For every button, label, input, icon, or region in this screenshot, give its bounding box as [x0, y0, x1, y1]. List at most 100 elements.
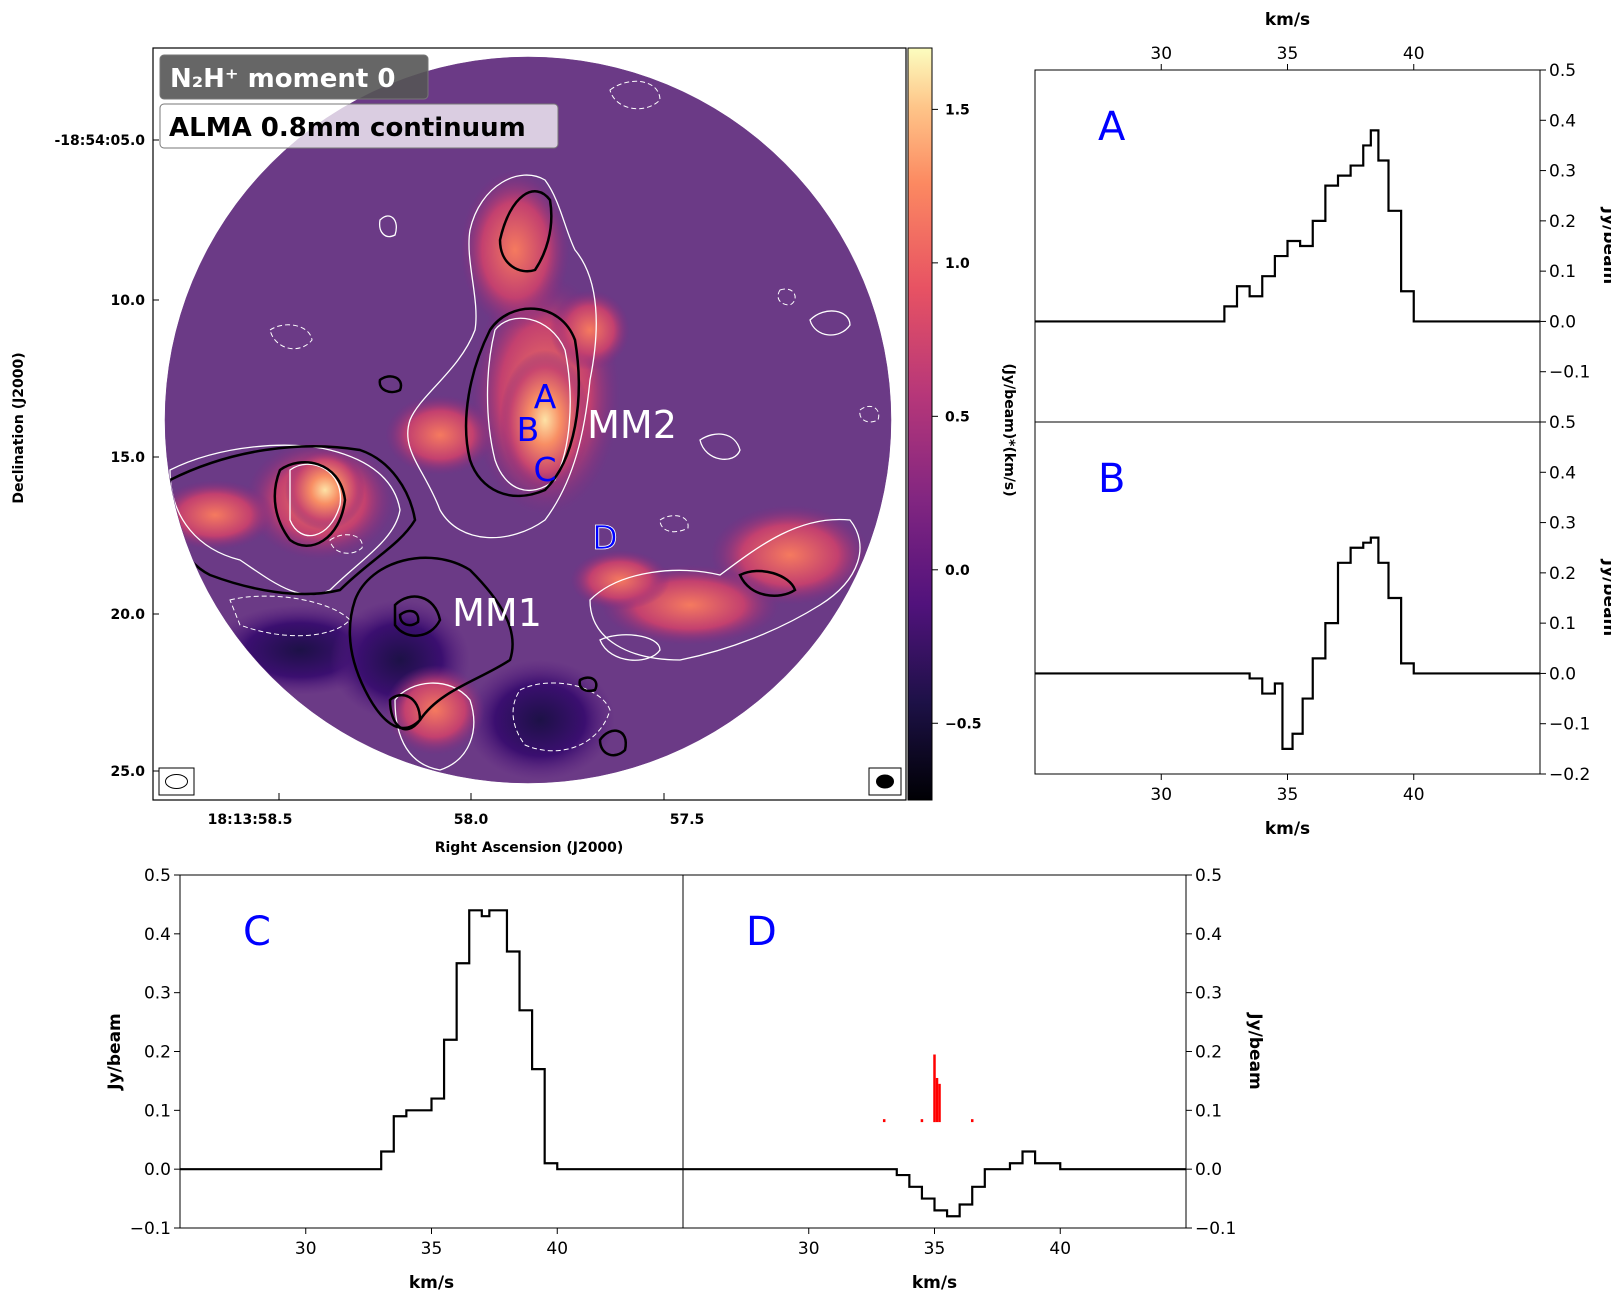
y-tick-label: 0.0: [144, 1160, 171, 1180]
spectrum-line: [1035, 129, 1540, 323]
y-tick-label: 0.1: [144, 1101, 171, 1121]
map-xlabel: Right Ascension (J2000): [435, 840, 624, 856]
y-tick-label: 0.5: [1549, 413, 1576, 433]
x-tick-label: 40: [1049, 1239, 1071, 1259]
colorbar-tick-label: 0.0: [945, 563, 970, 579]
x-axis-label: km/s: [1265, 10, 1310, 30]
y-tick-label: 0.2: [1549, 564, 1576, 584]
spectrum-frame: [1034, 421, 1541, 775]
colorbar-tick-label: 0.5: [945, 409, 970, 425]
moment-badge-text: N₂H⁺ moment 0: [170, 64, 395, 94]
map-ylabel: Declination (J2000): [11, 352, 27, 503]
y-tick-label: 0.3: [1549, 514, 1576, 534]
y-tick-label: 0.1: [1549, 262, 1576, 282]
y-tick-label: −0.1: [1549, 715, 1590, 735]
x-tick-label: 30: [295, 1239, 317, 1259]
n2h-contours-white: [169, 174, 861, 771]
y-tick-label: 0.0: [1549, 312, 1576, 332]
y-tick-label: 0.4: [1549, 111, 1576, 131]
map-image: [165, 57, 891, 783]
x-tick-label: 40: [1403, 785, 1425, 805]
y-tick-label: −0.1: [1549, 363, 1590, 383]
n2h-contours-negative: [229, 80, 880, 752]
spectrum-line: [1035, 536, 1540, 750]
panel-title: B: [1098, 456, 1125, 502]
y-tick-label: −0.2: [1549, 765, 1590, 785]
position-label-d: D: [592, 518, 617, 557]
y-tick-label: 0.1: [1195, 1101, 1222, 1121]
x-tick-label: 35: [421, 1239, 443, 1259]
colorbar-ticks: −0.5 0.0 0.5 1.0 1.5: [932, 102, 982, 732]
y-tick-label: −0.1: [130, 1219, 171, 1239]
x-tick-label: 35: [1277, 785, 1299, 805]
y-tick-label: −0.1: [1195, 1219, 1236, 1239]
x-axis-label: km/s: [912, 1273, 957, 1293]
beam-ellipse-left: [165, 774, 188, 789]
colorbar-tick-label: 1.0: [945, 256, 970, 272]
y-tick-label: 0.0: [1549, 664, 1576, 684]
ra-tick-label: 58.0: [454, 812, 489, 828]
spectrum-panel-b: −0.2 −0.1 0.0 0.1 0.2 0.3 0.4 0.5 30 35 40 km/s Jy/b…: [1034, 413, 1611, 839]
ra-tick-label: 18:13:58.5: [208, 812, 293, 828]
source-label-mm1: MM1: [452, 591, 542, 635]
continuum-badge: ALMA 0.8mm continuum: [159, 103, 559, 149]
x-tick-label: 40: [1403, 44, 1425, 64]
spectrum-panel-d: −0.1 0.0 0.1 0.2 0.3 0.4 0.5 30 35 40 km/s Jy/beam D: [682, 866, 1265, 1293]
y-tick-label: 0.0: [1195, 1160, 1222, 1180]
y-tick-label: 0.1: [1549, 614, 1576, 634]
dec-tick-label: 10.0: [110, 293, 145, 309]
moment-map-panel: N₂H⁺ moment 0 ALMA 0.8mm continuum MM1 M…: [11, 47, 907, 856]
dec-tick-label: 25.0: [110, 764, 145, 780]
y-tick-label: 0.2: [1549, 212, 1576, 232]
dec-tick-label: 15.0: [110, 450, 145, 466]
spectrum-panel-a: −0.1 0.0 0.1 0.2 0.3 0.4 0.5 30 35 40 km/s Jy/beam A: [1034, 10, 1611, 423]
y-axis-label: Jy/beam: [1599, 207, 1611, 285]
dec-tick-label: 20.0: [110, 607, 145, 623]
map-tick-marks: [153, 139, 665, 800]
continuum-contours-black: [167, 190, 797, 757]
continuum-badge-text: ALMA 0.8mm continuum: [169, 113, 526, 143]
x-axis-label: km/s: [409, 1273, 454, 1293]
source-label-mm2: MM2: [587, 403, 677, 447]
y-tick-label: 0.5: [1549, 61, 1576, 81]
y-tick-label: 0.3: [1549, 162, 1576, 182]
x-axis-label: km/s: [1265, 819, 1310, 839]
spectrum-line: [180, 909, 683, 1171]
spectrum-line: [683, 1150, 1186, 1218]
colorbar-tick-label: 1.5: [945, 102, 970, 118]
colorbar-gradient: [907, 47, 933, 801]
y-axis-label: Jy/beam: [105, 1013, 125, 1091]
y-tick-label: 0.2: [144, 1043, 171, 1063]
y-tick-label: 0.4: [1195, 925, 1222, 945]
y-tick-label: 0.5: [1195, 866, 1222, 886]
dec-tick-label: -18:54:05.0: [54, 133, 145, 149]
x-tick-label: 30: [798, 1239, 820, 1259]
moment-badge: N₂H⁺ moment 0: [159, 54, 429, 100]
y-tick-label: 0.3: [144, 984, 171, 1004]
panel-title: C: [243, 909, 271, 955]
x-tick-label: 30: [1150, 785, 1172, 805]
y-axis-label: Jy/beam: [1599, 559, 1611, 637]
position-label-c: C: [533, 450, 556, 489]
y-axis-label: Jy/beam: [1245, 1012, 1265, 1090]
beam-ellipse-right: [876, 774, 894, 789]
position-label-b: B: [517, 410, 540, 449]
y-tick-label: 0.4: [1549, 463, 1576, 483]
spectrum-panel-c: −0.1 0.0 0.1 0.2 0.3 0.4 0.5 30 35 40 km/s Jy/beam C: [105, 866, 684, 1293]
x-tick-label: 35: [1277, 44, 1299, 64]
ra-tick-label: 57.5: [670, 812, 705, 828]
y-tick-label: 0.3: [1195, 984, 1222, 1004]
y-tick-label: 0.5: [144, 866, 171, 886]
colorbar-tick-label: −0.5: [945, 716, 982, 732]
colorbar: −0.5 0.0 0.5 1.0 1.5 (Jy/beam)*(km/s): [907, 47, 1017, 801]
x-tick-label: 30: [1150, 44, 1172, 64]
y-tick-label: 0.2: [1195, 1043, 1222, 1063]
x-tick-label: 35: [924, 1239, 946, 1259]
panel-title: A: [1098, 104, 1126, 150]
beam-box-left: [158, 767, 195, 796]
colorbar-label: (Jy/beam)*(km/s): [1001, 363, 1017, 496]
y-tick-label: 0.4: [144, 925, 171, 945]
position-label-a: A: [534, 377, 557, 416]
panel-title: D: [746, 909, 777, 955]
